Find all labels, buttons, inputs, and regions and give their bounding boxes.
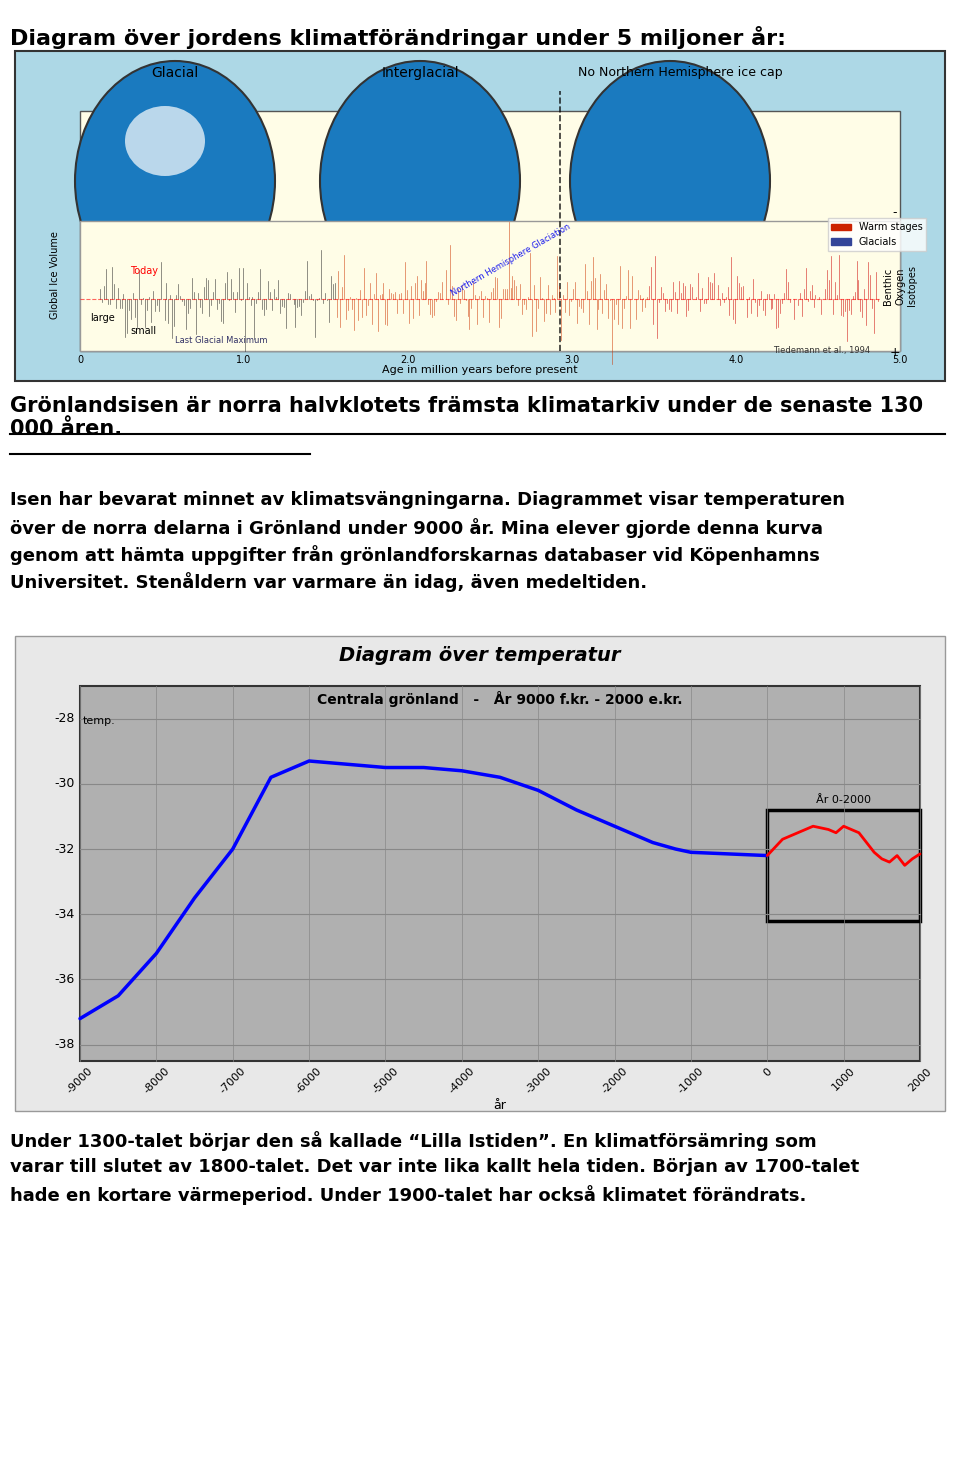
Text: -6000: -6000 <box>295 1066 324 1096</box>
Text: 0: 0 <box>761 1066 774 1078</box>
Text: Global Ice Volume: Global Ice Volume <box>50 231 60 318</box>
Text: hade en kortare värmeperiod. Under 1900-talet har också klimatet förändrats.: hade en kortare värmeperiod. Under 1900-… <box>10 1185 806 1206</box>
Text: över de norra delarna i Grönland under 9000 år. Mina elever gjorde denna kurva: över de norra delarna i Grönland under 9… <box>10 518 823 538</box>
Text: varar till slutet av 1800-talet. Det var inte lika kallt hela tiden. Början av 1: varar till slutet av 1800-talet. Det var… <box>10 1158 859 1176</box>
Text: Benthic
Oxygen
Isotopes: Benthic Oxygen Isotopes <box>883 265 917 307</box>
Legend: Warm stages, Glacials: Warm stages, Glacials <box>828 219 926 252</box>
Text: -38: -38 <box>55 1038 75 1052</box>
Text: 3.0: 3.0 <box>564 355 580 364</box>
Text: small: small <box>130 326 156 336</box>
Text: Universitet. Stenåldern var varmare än idag, även medeltiden.: Universitet. Stenåldern var varmare än i… <box>10 572 647 592</box>
Text: Diagram över jordens klimatförändringar under 5 miljoner år:: Diagram över jordens klimatförändringar … <box>10 27 786 49</box>
Text: +: + <box>890 347 900 358</box>
Text: Today: Today <box>130 267 158 275</box>
Text: Tiedemann et al., 1994: Tiedemann et al., 1994 <box>773 347 870 355</box>
Text: 0: 0 <box>77 355 84 364</box>
Text: genom att hämta uppgifter från grönlandforskarnas databaser vid Köpenhamns: genom att hämta uppgifter från grönlandf… <box>10 545 820 564</box>
FancyBboxPatch shape <box>80 686 920 1060</box>
Text: -34: -34 <box>55 908 75 921</box>
Text: 1.0: 1.0 <box>236 355 252 364</box>
Text: large: large <box>90 312 115 323</box>
Text: temp.: temp. <box>83 715 116 726</box>
Text: -3000: -3000 <box>523 1066 553 1096</box>
Text: Under 1300-talet börjar den så kallade “Lilla Istiden”. En klimatförsämring som: Under 1300-talet börjar den så kallade “… <box>10 1131 817 1151</box>
Text: år: år <box>493 1099 507 1112</box>
Text: -2000: -2000 <box>600 1066 630 1096</box>
Text: -28: -28 <box>55 712 75 726</box>
Text: -8000: -8000 <box>141 1066 171 1096</box>
Text: 2.0: 2.0 <box>400 355 416 364</box>
Text: Centrala grönland   -   År 9000 f.kr. - 2000 e.kr.: Centrala grönland - År 9000 f.kr. - 2000… <box>317 692 683 706</box>
Text: Last Glacial Maximum: Last Glacial Maximum <box>175 336 268 345</box>
Ellipse shape <box>125 107 205 176</box>
FancyBboxPatch shape <box>80 221 900 351</box>
Text: Diagram över temperatur: Diagram över temperatur <box>339 646 621 665</box>
FancyBboxPatch shape <box>15 635 945 1111</box>
Text: -9000: -9000 <box>65 1066 95 1096</box>
Text: 2000: 2000 <box>906 1066 933 1093</box>
Text: År 0-2000: År 0-2000 <box>816 795 871 804</box>
FancyBboxPatch shape <box>15 50 945 381</box>
Text: 5.0: 5.0 <box>892 355 908 364</box>
Text: -7000: -7000 <box>218 1066 248 1096</box>
Text: Isen har bevarat minnet av klimatsvängningarna. Diagrammet visar temperaturen: Isen har bevarat minnet av klimatsvängni… <box>10 492 845 509</box>
Text: 1000: 1000 <box>830 1066 857 1093</box>
Text: -32: -32 <box>55 843 75 856</box>
Text: Age in million years before present: Age in million years before present <box>382 364 578 375</box>
Text: 4.0: 4.0 <box>729 355 744 364</box>
Ellipse shape <box>320 61 520 301</box>
Text: -5000: -5000 <box>371 1066 400 1096</box>
Ellipse shape <box>75 61 275 301</box>
Text: No Northern Hemisphere ice cap: No Northern Hemisphere ice cap <box>578 67 782 78</box>
FancyBboxPatch shape <box>80 111 900 351</box>
Text: Interglacial: Interglacial <box>381 67 459 80</box>
Ellipse shape <box>570 61 770 301</box>
Text: Glacial: Glacial <box>152 67 199 80</box>
Text: -: - <box>893 206 898 219</box>
Text: -36: -36 <box>55 973 75 986</box>
Text: Northern Hemisphere Glaciation: Northern Hemisphere Glaciation <box>450 222 572 298</box>
Text: Grönlandsisen är norra halvklotets främsta klimatarkiv under de senaste 130 000 : Grönlandsisen är norra halvklotets främs… <box>10 395 924 440</box>
Text: -1000: -1000 <box>676 1066 706 1096</box>
Text: -4000: -4000 <box>447 1066 477 1096</box>
Text: -30: -30 <box>55 778 75 791</box>
